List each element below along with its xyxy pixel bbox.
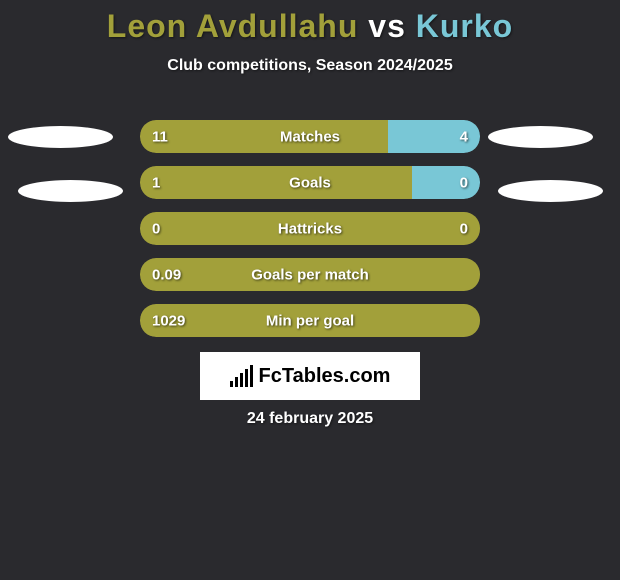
subtitle: Club competitions, Season 2024/2025 (0, 57, 620, 75)
stat-value-left: 11 (152, 128, 168, 145)
stat-row: Hattricks0 0 (140, 212, 480, 245)
logo-bar (250, 365, 253, 387)
player2-name: Kurko (416, 8, 513, 44)
stat-value-left: 1029 (152, 312, 185, 329)
player-ellipse-icon (8, 126, 113, 148)
stat-value-left: 0 (152, 220, 160, 237)
player-ellipse-icon (498, 180, 603, 202)
stat-value-left: 0.09 (152, 266, 181, 283)
player-ellipse-icon (488, 126, 593, 148)
stat-label: Hattricks (140, 220, 480, 237)
player-ellipse-icon (18, 180, 123, 202)
logo-box: FcTables.com (200, 352, 420, 400)
stat-value-right: 4 (460, 128, 468, 145)
stat-label: Goals per match (140, 266, 480, 283)
stat-label: Matches (140, 128, 480, 145)
stat-value-right: 0 (460, 174, 468, 191)
date-label: 24 february 2025 (0, 410, 620, 428)
logo: FcTables.com (230, 365, 391, 388)
logo-bar (230, 381, 233, 387)
stat-row: Goals per match0.09 (140, 258, 480, 291)
stats-container: Matches114Goals10Hattricks00Goals per ma… (140, 120, 480, 350)
stat-label: Min per goal (140, 312, 480, 329)
vs-text: vs (358, 8, 415, 44)
logo-label: FcTables.com (259, 365, 391, 388)
stat-value-right: 0 (460, 220, 468, 237)
logo-bar (235, 377, 238, 387)
stat-value-left: 1 (152, 174, 160, 191)
comparison-title: Leon Avdullahu vs Kurko (0, 0, 620, 45)
stat-row: Min per goal1029 (140, 304, 480, 337)
logo-bars-icon (230, 365, 253, 387)
player1-name: Leon Avdullahu (107, 8, 359, 44)
stat-label: Goals (140, 174, 480, 191)
logo-bar (240, 373, 243, 387)
stat-row: Matches11 4 (140, 120, 480, 153)
logo-bar (245, 369, 248, 387)
stat-row: Goals1 0 (140, 166, 480, 199)
